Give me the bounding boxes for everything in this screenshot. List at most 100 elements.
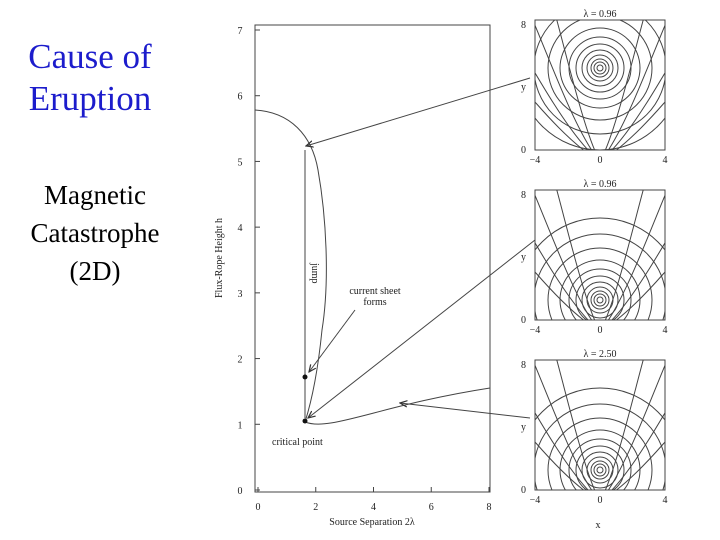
equilibrium-curve [254, 109, 491, 425]
field-line [535, 193, 593, 320]
contour [568, 438, 632, 490]
panel-label: λ = 0.96 [584, 9, 617, 20]
panel-frame [534, 189, 666, 321]
annotation-box: current sheet forms [349, 286, 401, 308]
panel-x-tick: 4 [663, 495, 668, 506]
contour [581, 281, 619, 319]
annotation: current sheet forms [349, 286, 401, 308]
contour [596, 296, 604, 304]
contour [593, 463, 607, 477]
contour [575, 445, 625, 490]
contour [593, 61, 607, 75]
field-line [607, 23, 665, 150]
panel-x-tick: 0 [598, 325, 603, 336]
field-line [535, 101, 584, 150]
contour-panel: λ = 2.50 8 y 0 −4 0 4 [521, 349, 668, 506]
x-tick-label: 2 [313, 502, 318, 513]
contour [593, 293, 607, 307]
field-line [535, 271, 584, 320]
field-line [611, 411, 665, 490]
field-line [607, 363, 665, 490]
slide-subtitle: Magnetic Catastrophe (2D) [30, 180, 160, 286]
y-tick-label: 6 [238, 92, 243, 103]
panel-x-tick: −4 [530, 155, 541, 166]
field-line [535, 23, 593, 150]
contour [586, 54, 614, 82]
field-line [556, 20, 596, 150]
y-tick-label: 5 [238, 157, 243, 168]
field-line [616, 441, 665, 490]
contour-panel: λ = 0.96 8 y 0 −4 0 4 [521, 179, 668, 336]
x-tick-label: 0 [256, 502, 261, 513]
y-tick-label: 7 [238, 26, 243, 37]
contour-panel: λ = 0.96 8 y 0 −4 0 4 [521, 9, 668, 166]
arrow [306, 77, 531, 146]
contours [535, 360, 665, 490]
field-line [535, 241, 589, 320]
contour [535, 217, 665, 251]
panel-label: λ = 2.50 [584, 349, 617, 360]
field-line [535, 71, 589, 150]
plot-frame [254, 24, 491, 493]
contours [535, 190, 665, 320]
contour [568, 268, 632, 320]
panel-y-axis: y [521, 252, 526, 263]
panel-y-axis: y [521, 82, 526, 93]
contour [535, 387, 665, 421]
panel-y-top: 8 [521, 360, 526, 371]
contour [590, 290, 610, 310]
field-line [616, 271, 665, 320]
annotation: critical point [272, 437, 323, 448]
contour [547, 20, 653, 121]
field-line [535, 441, 584, 490]
contour [596, 466, 604, 474]
field-line [607, 193, 665, 320]
panel-label: λ = 0.96 [584, 179, 617, 190]
contours [535, 20, 665, 150]
panel-y-bottom: 0 [521, 315, 526, 326]
panel-y-top: 8 [521, 20, 526, 31]
contour [535, 117, 665, 150]
contour [559, 27, 641, 109]
field-line [611, 71, 665, 150]
contour [575, 275, 625, 320]
y-tick-label: 0 [238, 486, 243, 497]
contour [547, 417, 653, 490]
contour [581, 49, 619, 87]
panel-frame [534, 359, 666, 491]
arrow [309, 309, 356, 372]
x-tick-label: 4 [371, 502, 376, 513]
arrow [400, 403, 531, 419]
panel-x-tick: 0 [598, 495, 603, 506]
panel-x-tick: −4 [530, 325, 541, 336]
y-tick-label: 1 [238, 420, 243, 431]
panel-y-top: 8 [521, 190, 526, 201]
panel-frame [534, 19, 666, 151]
contour [559, 259, 641, 320]
contour [535, 403, 665, 490]
slide-title: Cause of Eruption [28, 37, 152, 118]
field-line [604, 360, 644, 490]
contour [575, 43, 625, 93]
contour [581, 451, 619, 489]
x-tick-label: 8 [487, 502, 492, 513]
y-tick-label: 4 [238, 223, 243, 234]
y-axis-label: Flux-Rope Height h [214, 218, 225, 298]
contour [535, 20, 665, 135]
field-line [556, 190, 596, 320]
field-line [535, 363, 593, 490]
panel-x-tick: −4 [530, 495, 541, 506]
panel-y-bottom: 0 [521, 485, 526, 496]
panel-x-tick: 4 [663, 325, 668, 336]
contour [535, 233, 665, 320]
field-line [556, 360, 596, 490]
field-line [611, 241, 665, 320]
x-axis-label: Source Separation 2λ [329, 517, 415, 528]
field-line [604, 190, 644, 320]
contour [547, 247, 653, 320]
contour [568, 36, 632, 100]
contour [590, 58, 610, 78]
panel-x-tick: 4 [663, 155, 668, 166]
